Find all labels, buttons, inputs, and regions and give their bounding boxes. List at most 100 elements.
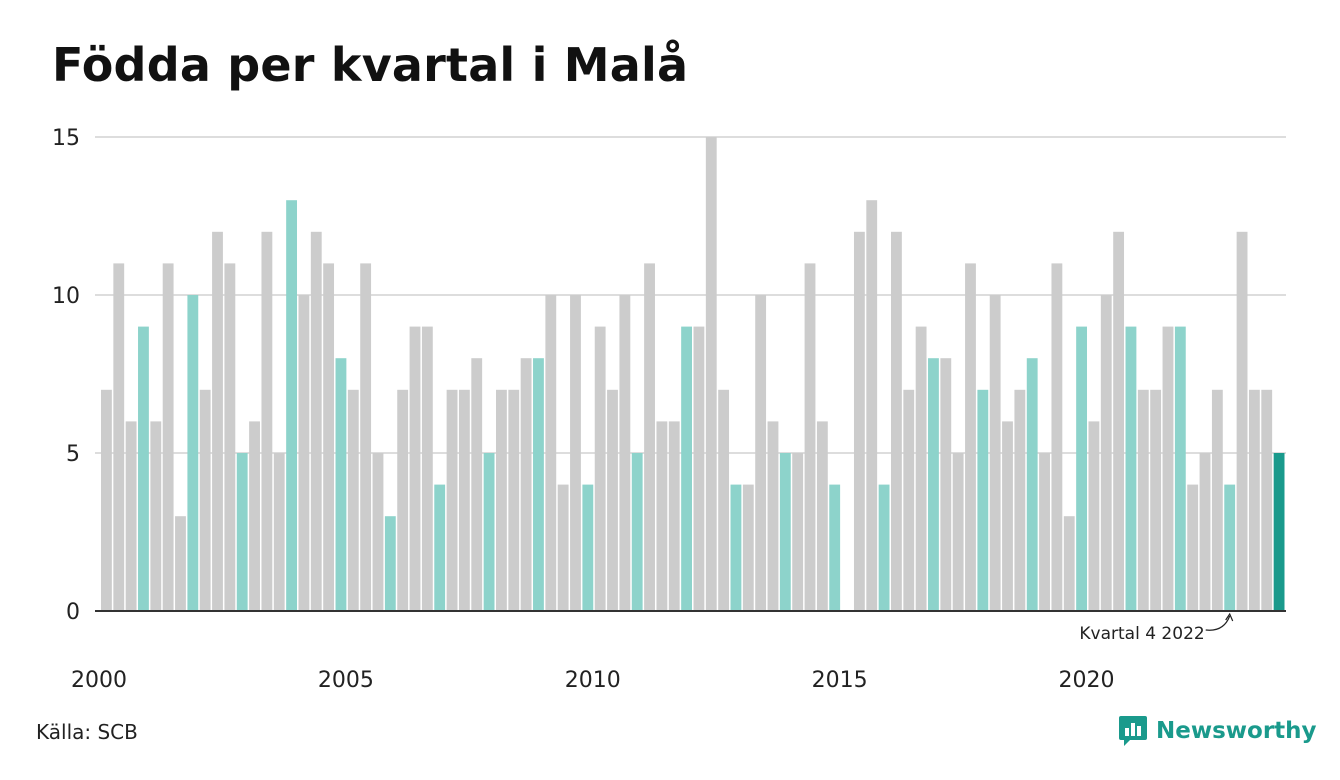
bar bbox=[940, 358, 952, 611]
bars bbox=[101, 137, 1285, 612]
bar bbox=[1026, 358, 1038, 611]
bar bbox=[421, 326, 433, 611]
bar bbox=[644, 263, 655, 611]
bar bbox=[767, 421, 779, 611]
bar bbox=[1125, 326, 1137, 611]
bar bbox=[360, 263, 372, 611]
bar bbox=[1063, 516, 1075, 611]
brand-name: Newsworthy bbox=[1156, 718, 1317, 744]
bar bbox=[249, 421, 260, 611]
bar bbox=[1187, 484, 1199, 611]
bar bbox=[199, 389, 211, 611]
bar bbox=[1100, 295, 1112, 611]
bar bbox=[681, 326, 692, 611]
bar bbox=[1113, 231, 1125, 612]
bar bbox=[730, 484, 742, 611]
bar bbox=[372, 453, 384, 611]
bar bbox=[866, 200, 878, 611]
bar bbox=[286, 200, 297, 611]
bar bbox=[928, 358, 939, 611]
bar bbox=[1150, 389, 1162, 611]
bar bbox=[224, 263, 236, 611]
bar bbox=[903, 389, 915, 611]
bar bbox=[236, 453, 248, 611]
bar bbox=[335, 358, 347, 611]
chart-title: Födda per kvartal i Malå bbox=[52, 38, 689, 92]
bar bbox=[607, 389, 618, 611]
brand-logo[interactable]: Newsworthy bbox=[1118, 714, 1317, 748]
bar bbox=[1137, 389, 1149, 611]
bar bbox=[915, 326, 927, 611]
source-note: Källa: SCB bbox=[36, 720, 138, 744]
y-tick-label: 10 bbox=[52, 284, 80, 309]
x-tick-labels: 2000 2005 2010 2015 2020 bbox=[71, 668, 1115, 693]
bar bbox=[187, 295, 199, 611]
bar bbox=[397, 389, 409, 611]
bar bbox=[298, 295, 310, 611]
bar bbox=[471, 358, 483, 611]
x-tick-label: 2005 bbox=[318, 668, 374, 693]
bar bbox=[829, 484, 841, 611]
bar bbox=[496, 389, 507, 611]
bar bbox=[1002, 421, 1013, 611]
y-tick-label: 5 bbox=[66, 442, 80, 467]
bar bbox=[125, 421, 137, 611]
bar bbox=[755, 295, 767, 611]
bar bbox=[1014, 389, 1026, 611]
bar bbox=[619, 295, 631, 611]
bar bbox=[508, 389, 520, 611]
bar bbox=[101, 389, 112, 611]
x-tick-label: 2020 bbox=[1059, 668, 1115, 693]
annotation-arrow bbox=[1205, 615, 1231, 631]
bar bbox=[113, 263, 125, 611]
x-tick-label: 2015 bbox=[812, 668, 868, 693]
bar bbox=[891, 231, 902, 612]
bar bbox=[656, 421, 668, 611]
y-tick-label: 0 bbox=[66, 600, 80, 625]
bar bbox=[693, 326, 705, 611]
y-tick-labels: 0 5 10 15 bbox=[52, 126, 80, 625]
bar-chart-bubble-icon bbox=[1119, 716, 1147, 746]
annotation-arrowhead bbox=[1225, 612, 1234, 622]
x-tick-label: 2000 bbox=[71, 668, 127, 693]
bar bbox=[1273, 453, 1285, 611]
bar bbox=[853, 231, 865, 612]
bar bbox=[557, 484, 569, 611]
bar bbox=[977, 389, 989, 611]
bar bbox=[261, 231, 273, 612]
bar bbox=[138, 326, 149, 611]
bar bbox=[310, 231, 322, 612]
bar bbox=[878, 484, 890, 611]
bar bbox=[594, 326, 606, 611]
bar bbox=[162, 263, 174, 611]
bar bbox=[1051, 263, 1063, 611]
bar bbox=[273, 453, 285, 611]
annotation: Kvartal 4 2022 bbox=[1079, 612, 1234, 644]
bar bbox=[347, 389, 359, 611]
x-tick-label: 2010 bbox=[565, 668, 621, 693]
bar bbox=[175, 516, 186, 611]
bar bbox=[323, 263, 335, 611]
bar bbox=[446, 389, 458, 611]
bar bbox=[570, 295, 581, 611]
bar bbox=[1224, 484, 1236, 611]
bar bbox=[1248, 389, 1260, 611]
bar bbox=[779, 453, 791, 611]
bar bbox=[533, 358, 544, 611]
bar bbox=[989, 295, 1001, 611]
bar bbox=[434, 484, 446, 611]
bar bbox=[631, 453, 643, 611]
bar bbox=[1088, 421, 1100, 611]
bar bbox=[1211, 389, 1223, 611]
annotation-label: Kvartal 4 2022 bbox=[1079, 624, 1204, 644]
bar bbox=[483, 453, 495, 611]
bar bbox=[150, 421, 162, 611]
bar bbox=[1199, 453, 1211, 611]
bar bbox=[384, 516, 396, 611]
bar bbox=[582, 484, 594, 611]
bar bbox=[458, 389, 470, 611]
bar bbox=[1236, 231, 1248, 612]
bar bbox=[1076, 326, 1087, 611]
bar bbox=[668, 421, 680, 611]
bar bbox=[545, 295, 557, 611]
